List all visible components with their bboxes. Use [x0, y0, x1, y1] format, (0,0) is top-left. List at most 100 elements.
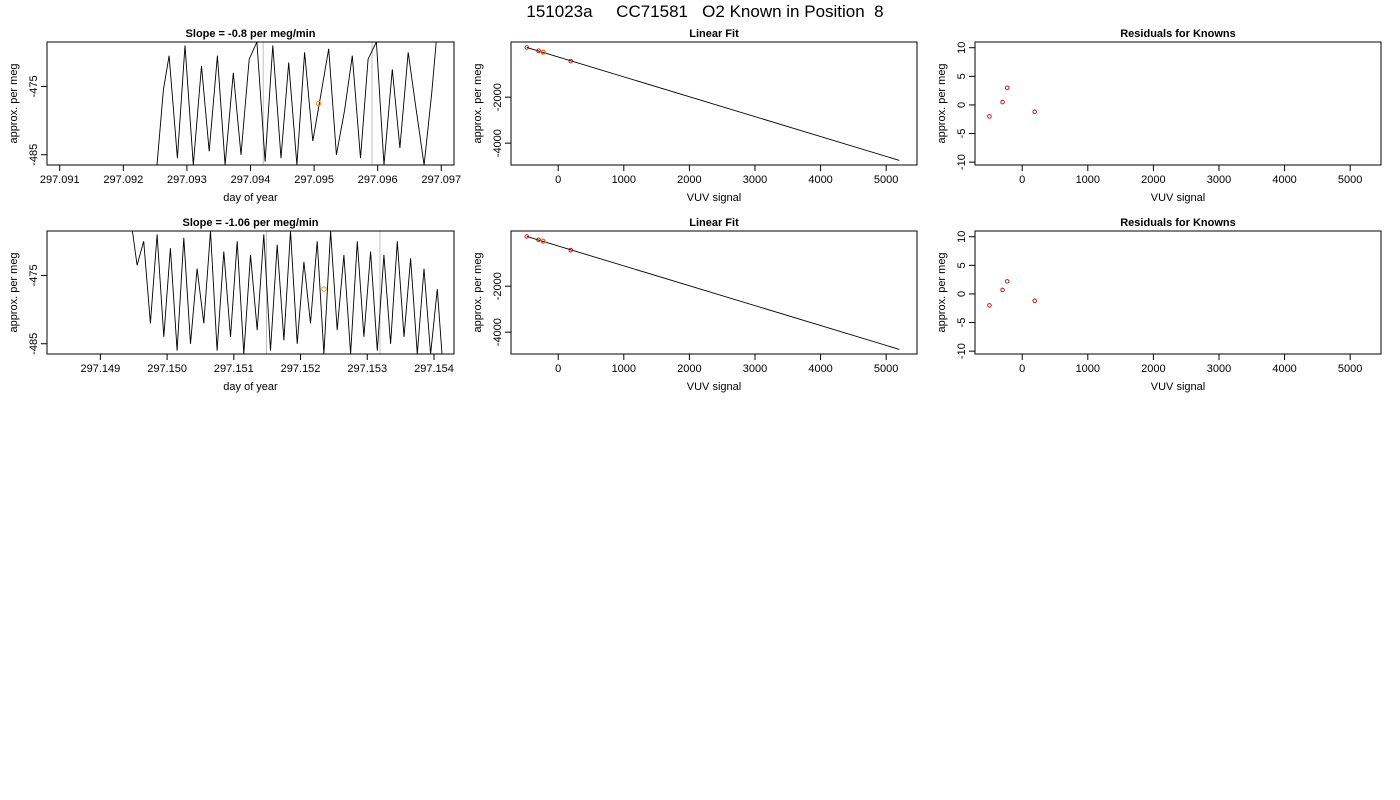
y-tick-label: -2000 — [492, 83, 504, 111]
known-point — [568, 247, 573, 253]
x-tick-label: 4000 — [808, 174, 832, 186]
x-tick-label: 297.097 — [421, 174, 461, 186]
y-tick-label: -5 — [956, 129, 968, 139]
x-tick-label: 297.091 — [40, 174, 80, 186]
x-axis-label: day of year — [223, 381, 278, 393]
known-point — [536, 237, 541, 243]
y-axis-label: approx. per meg — [8, 63, 20, 143]
x-tick-label: 297.150 — [147, 363, 187, 375]
known-point — [568, 58, 573, 64]
known-point — [987, 114, 992, 119]
plot-area — [131, 231, 443, 354]
panel-title: Residuals for Knowns — [1120, 28, 1236, 40]
x-tick-label: 0 — [1019, 174, 1025, 186]
known-point — [1004, 279, 1010, 284]
x-tick-label: 3000 — [743, 363, 767, 375]
x-axis-label: VUV signal — [1151, 192, 1205, 204]
plot-frame — [510, 41, 918, 166]
plot-frame — [46, 230, 455, 355]
plot-area — [987, 85, 1037, 119]
y-axis-label: approx. per meg — [936, 252, 948, 332]
y-tick-label: -4000 — [492, 318, 504, 346]
x-tick-label: 2000 — [1141, 363, 1165, 375]
x-tick-label: 3000 — [1207, 174, 1231, 186]
panel-title: Slope = -0.8 per meg/min — [186, 28, 316, 40]
panel-title: Linear Fit — [689, 28, 739, 40]
x-tick-label: 1000 — [612, 363, 636, 375]
panel-fit-2: Linear Fit VUV signal approx. per meg 0 1000… — [472, 217, 918, 393]
y-tick-label: 0 — [956, 102, 968, 108]
x-tick-label: 297.096 — [358, 174, 398, 186]
sample-point — [540, 238, 546, 244]
known-point — [1032, 109, 1037, 115]
x-tick-label: 5000 — [874, 174, 898, 186]
x-tick-label: 3000 — [1207, 363, 1231, 375]
x-tick-label: 1000 — [1076, 174, 1100, 186]
x-tick-label: 4000 — [808, 363, 832, 375]
sample-marker — [321, 286, 327, 292]
data-trace — [156, 42, 437, 165]
known-point — [524, 234, 529, 239]
x-axis-label: VUV signal — [1151, 381, 1205, 393]
x-tick-label: 297.093 — [167, 174, 207, 186]
x-axis-label: VUV signal — [687, 192, 741, 204]
y-tick-label: -10 — [956, 154, 968, 170]
x-tick-label: 5000 — [874, 363, 898, 375]
known-point — [987, 303, 992, 308]
x-tick-label: 297.152 — [281, 363, 321, 375]
x-tick-label: 1000 — [1076, 363, 1100, 375]
plot-area — [524, 45, 900, 161]
x-tick-label: 0 — [1019, 363, 1025, 375]
x-tick-label: 0 — [555, 174, 561, 186]
plot-area — [987, 279, 1037, 308]
known-point — [1000, 99, 1005, 105]
plot-frame — [510, 230, 918, 355]
x-tick-label: 297.154 — [414, 363, 454, 375]
known-point — [1032, 298, 1037, 304]
data-trace — [131, 231, 443, 354]
x-axis-label: VUV signal — [687, 381, 741, 393]
y-axis-label: approx. per meg — [8, 252, 20, 332]
y-tick-label: 5 — [956, 73, 968, 79]
sample-point — [540, 49, 546, 55]
y-axis-label: approx. per meg — [936, 63, 948, 143]
y-tick-label: -475 — [28, 264, 40, 286]
fit-line — [526, 47, 900, 161]
plot-frame — [974, 230, 1382, 355]
x-tick-label: 4000 — [1272, 363, 1296, 375]
x-tick-label: 2000 — [1141, 174, 1165, 186]
sample-marker — [315, 100, 322, 107]
known-point — [1004, 85, 1010, 91]
panel-time-2: Slope = -1.06 per meg/min day of year appr… — [8, 217, 455, 393]
fit-line — [526, 236, 900, 350]
x-tick-label: 2000 — [677, 174, 701, 186]
x-tick-label: 5000 — [1338, 363, 1362, 375]
y-axis-label: approx. per meg — [472, 63, 484, 143]
panel-resid-1: Residuals for Knowns VUV signal approx. pe… — [936, 28, 1382, 204]
x-tick-label: 2000 — [677, 363, 701, 375]
y-tick-label: 10 — [956, 42, 968, 54]
y-tick-label: -10 — [956, 343, 968, 359]
x-tick-label: 297.149 — [80, 363, 120, 375]
x-tick-label: 297.151 — [214, 363, 254, 375]
x-tick-label: 297.094 — [231, 174, 271, 186]
panel-title: Residuals for Knowns — [1120, 217, 1236, 229]
x-tick-label: 297.095 — [294, 174, 334, 186]
panel-fit-1: Linear Fit VUV signal approx. per meg 0 1000… — [472, 28, 918, 204]
y-tick-label: -485 — [28, 144, 40, 166]
y-tick-label: -485 — [28, 333, 40, 355]
x-tick-label: 0 — [555, 363, 561, 375]
plot-area — [524, 234, 900, 350]
y-tick-label: -2000 — [492, 272, 504, 300]
x-tick-label: 1000 — [612, 174, 636, 186]
y-tick-label: 0 — [956, 291, 968, 297]
x-tick-label: 297.092 — [103, 174, 143, 186]
x-tick-label: 5000 — [1338, 174, 1362, 186]
known-point — [524, 45, 529, 50]
x-axis-label: day of year — [223, 192, 278, 204]
y-tick-label: -4000 — [492, 129, 504, 157]
y-axis-label: approx. per meg — [472, 252, 484, 332]
y-tick-label: 5 — [956, 262, 968, 268]
known-point — [1000, 287, 1005, 293]
